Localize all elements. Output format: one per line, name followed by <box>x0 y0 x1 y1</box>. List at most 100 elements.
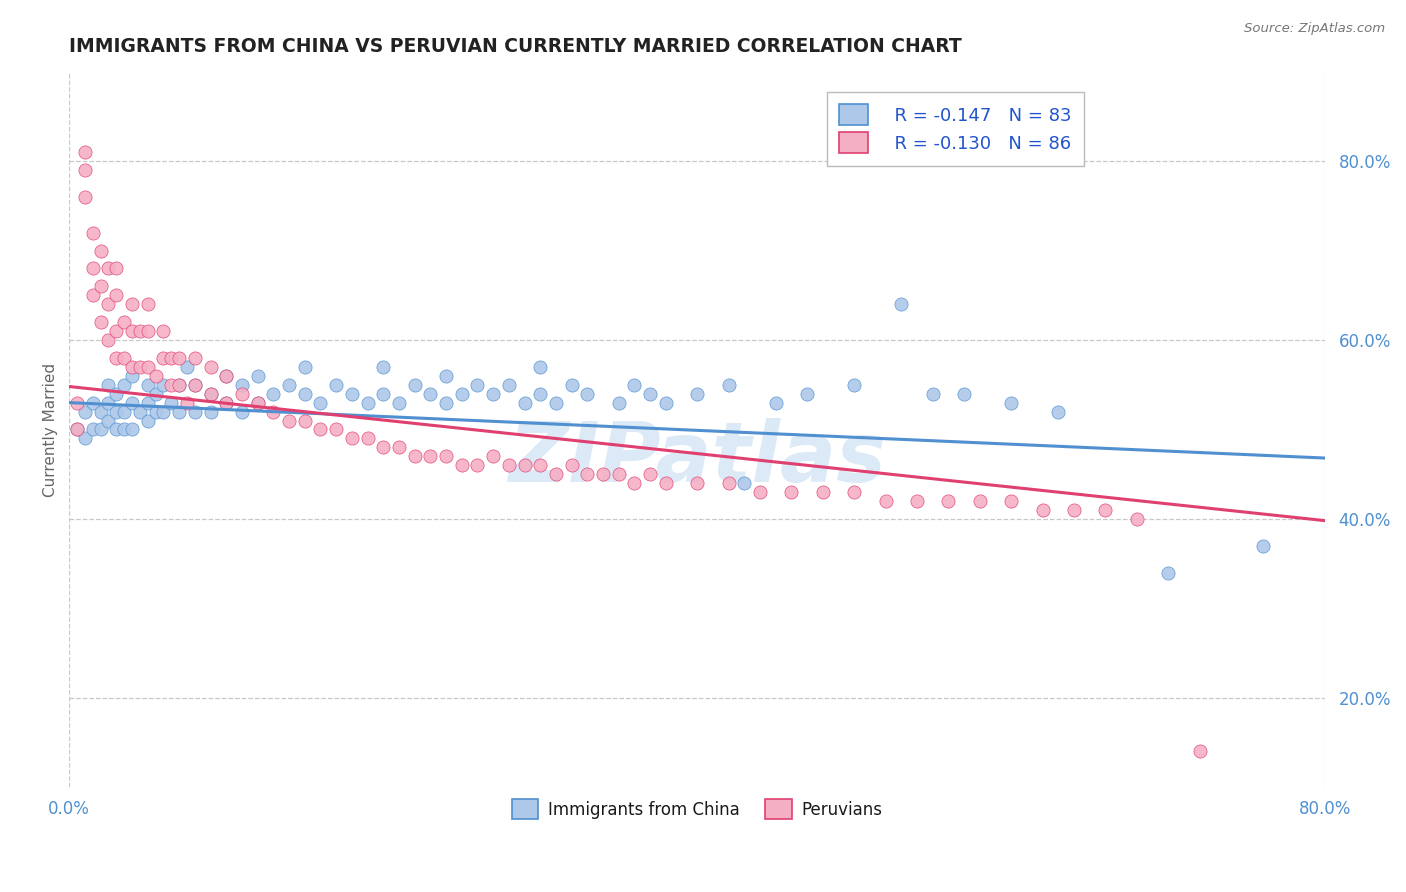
Point <box>167 377 190 392</box>
Point <box>105 261 128 276</box>
Point <box>97 333 120 347</box>
Point <box>561 458 583 473</box>
Point <box>623 377 645 392</box>
Point <box>66 422 89 436</box>
Point <box>294 413 316 427</box>
Point <box>152 377 174 392</box>
Point <box>373 359 395 374</box>
Text: ZIPatlas: ZIPatlas <box>509 417 886 499</box>
Point <box>231 377 253 392</box>
Point <box>167 351 190 365</box>
Point <box>388 441 411 455</box>
Point <box>482 450 505 464</box>
Point <box>152 324 174 338</box>
Point <box>112 315 135 329</box>
Point <box>136 413 159 427</box>
Point <box>128 324 150 338</box>
Point <box>309 395 332 409</box>
Point <box>136 324 159 338</box>
Point <box>749 485 772 500</box>
Point <box>325 422 347 436</box>
Point <box>231 404 253 418</box>
Point <box>105 386 128 401</box>
Point <box>121 422 143 436</box>
Point <box>160 395 183 409</box>
Point <box>97 395 120 409</box>
Point <box>128 359 150 374</box>
Point <box>112 404 135 418</box>
Point <box>544 395 567 409</box>
Point <box>66 422 89 436</box>
Point <box>1032 503 1054 517</box>
Point <box>73 431 96 445</box>
Point <box>200 359 222 374</box>
Point <box>176 359 198 374</box>
Point <box>215 368 238 383</box>
Point <box>467 458 489 473</box>
Point <box>655 395 678 409</box>
Point <box>388 395 411 409</box>
Point <box>467 377 489 392</box>
Point <box>1063 503 1085 517</box>
Point <box>419 386 441 401</box>
Point <box>544 467 567 482</box>
Point <box>112 422 135 436</box>
Point <box>623 476 645 491</box>
Text: IMMIGRANTS FROM CHINA VS PERUVIAN CURRENTLY MARRIED CORRELATION CHART: IMMIGRANTS FROM CHINA VS PERUVIAN CURREN… <box>69 37 962 56</box>
Point <box>73 163 96 178</box>
Point <box>184 404 207 418</box>
Point <box>404 377 426 392</box>
Point <box>513 395 536 409</box>
Point <box>90 422 112 436</box>
Point <box>121 359 143 374</box>
Point <box>717 476 740 491</box>
Point <box>576 467 599 482</box>
Point <box>90 244 112 258</box>
Point <box>938 494 960 508</box>
Point <box>136 359 159 374</box>
Point <box>215 368 238 383</box>
Y-axis label: Currently Married: Currently Married <box>44 362 58 497</box>
Point <box>246 395 269 409</box>
Point <box>97 413 120 427</box>
Point <box>498 458 520 473</box>
Point <box>200 404 222 418</box>
Point <box>82 226 104 240</box>
Point <box>105 422 128 436</box>
Point <box>97 377 120 392</box>
Point <box>373 441 395 455</box>
Point <box>529 458 551 473</box>
Point <box>607 467 630 482</box>
Point <box>340 386 363 401</box>
Point <box>1094 503 1116 517</box>
Point <box>121 395 143 409</box>
Point <box>82 422 104 436</box>
Point <box>278 377 301 392</box>
Point <box>655 476 678 491</box>
Point <box>638 467 661 482</box>
Point <box>145 386 167 401</box>
Point <box>176 395 198 409</box>
Point <box>105 324 128 338</box>
Point <box>160 351 183 365</box>
Point <box>404 450 426 464</box>
Point <box>686 476 709 491</box>
Point <box>638 386 661 401</box>
Point <box>529 386 551 401</box>
Point <box>905 494 928 508</box>
Point <box>717 377 740 392</box>
Point <box>215 395 238 409</box>
Point <box>97 297 120 311</box>
Point <box>262 386 284 401</box>
Point <box>105 351 128 365</box>
Point <box>246 368 269 383</box>
Point <box>82 288 104 302</box>
Point <box>1251 539 1274 553</box>
Point <box>73 404 96 418</box>
Point <box>90 315 112 329</box>
Point <box>482 386 505 401</box>
Point <box>340 431 363 445</box>
Point <box>73 145 96 160</box>
Point <box>152 351 174 365</box>
Point <box>325 377 347 392</box>
